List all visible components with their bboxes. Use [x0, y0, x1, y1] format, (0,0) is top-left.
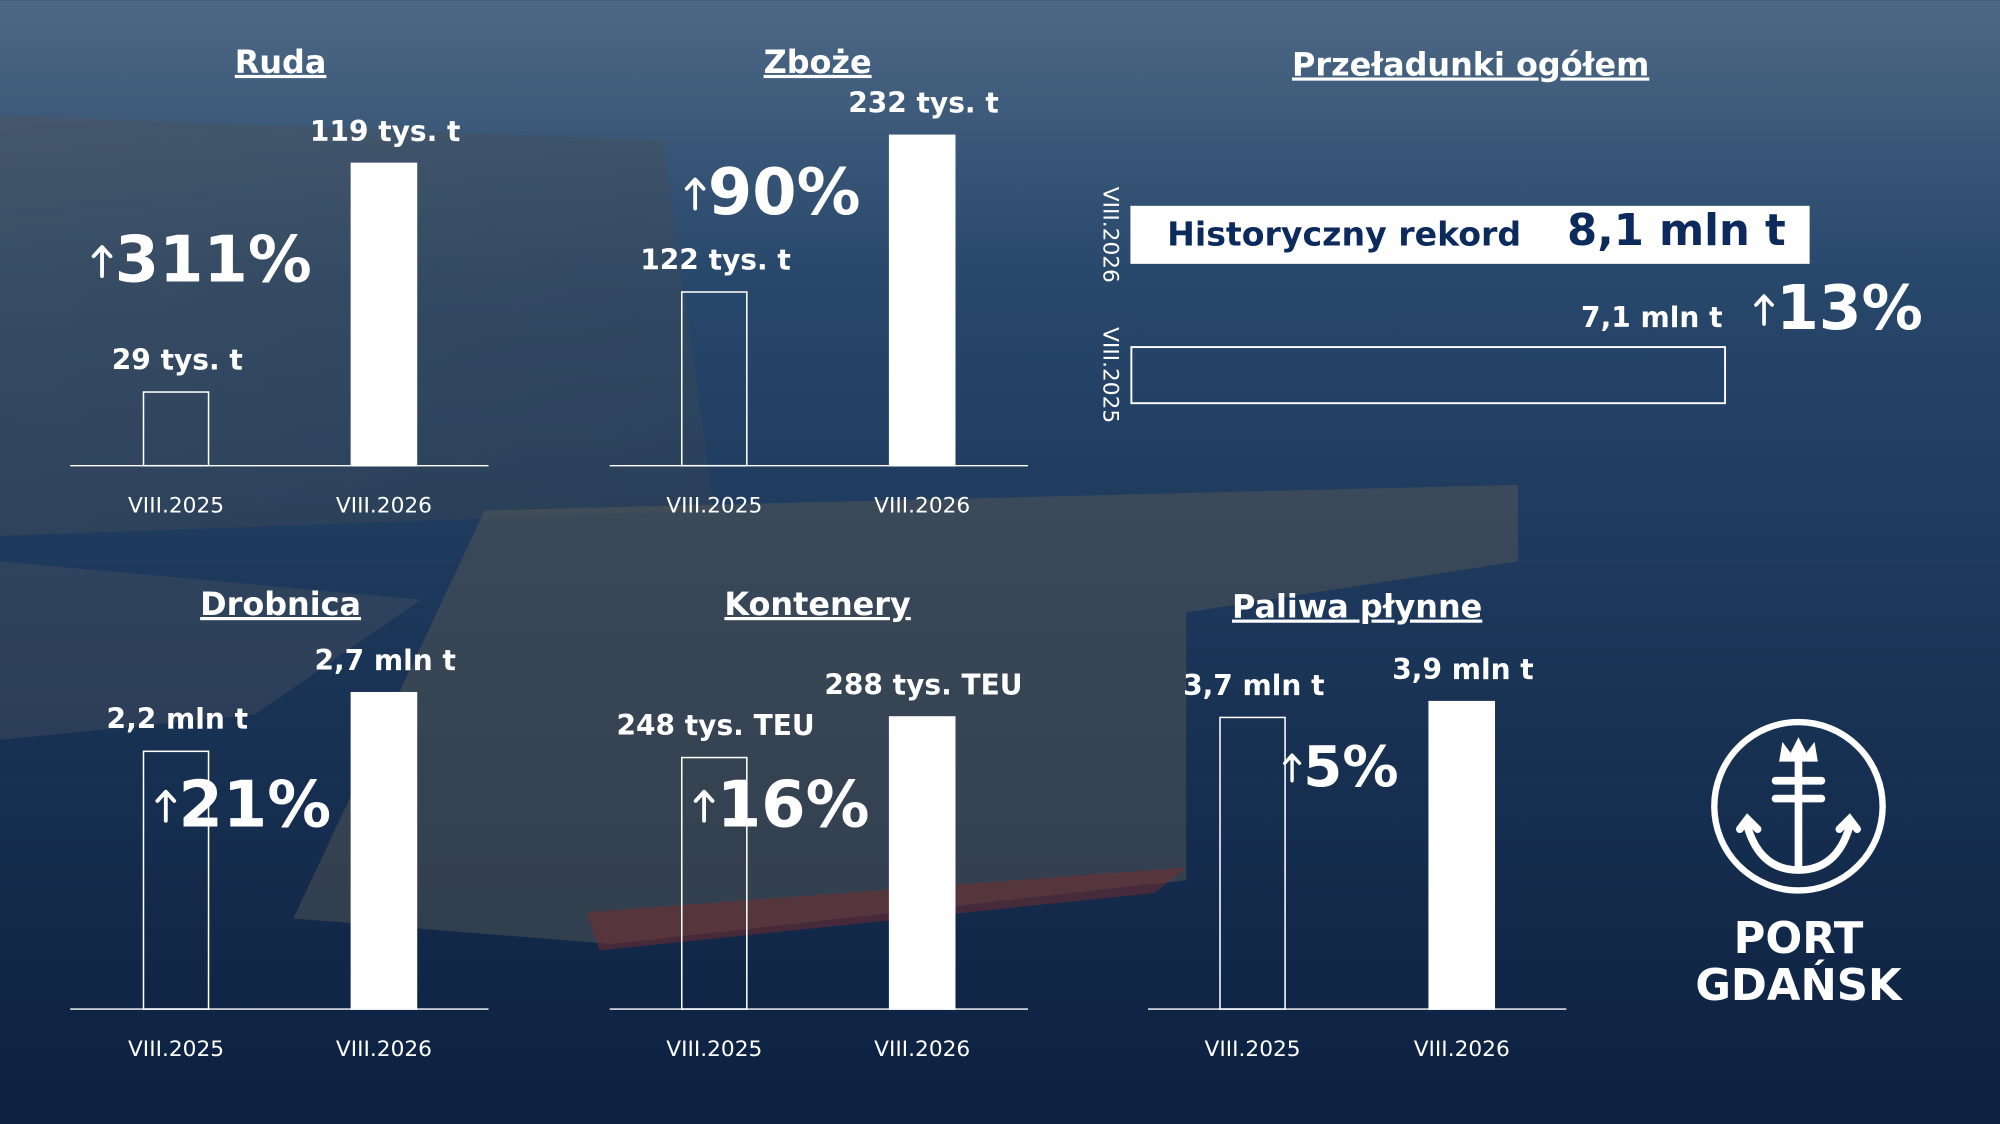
- bar: [1130, 346, 1727, 405]
- bar: [350, 691, 418, 1010]
- value-label: 3,7 mln t: [1183, 669, 1324, 702]
- category-label: VIII.2025: [666, 494, 762, 519]
- arrow-icon: [684, 177, 706, 211]
- bar: [350, 162, 418, 467]
- category-label: VIII.2026: [336, 1037, 432, 1062]
- chart-title: Drobnica: [200, 585, 361, 623]
- background-ship: [586, 867, 1187, 951]
- bar: [1130, 205, 1810, 264]
- annotation: Historyczny rekord: [1167, 215, 1521, 254]
- background-terminal: [293, 484, 1518, 945]
- category-label: VIII.2025: [128, 494, 224, 519]
- bar: [1219, 716, 1286, 1010]
- bar: [142, 391, 210, 467]
- value-label: 8,1 mln t: [1567, 206, 1786, 256]
- value-label: 7,1 mln t: [1581, 301, 1722, 334]
- chart-title: Przeładunki ogółem: [1292, 45, 1649, 83]
- category-label: VIII.2025: [1098, 327, 1123, 423]
- change-label: 16%: [717, 768, 870, 842]
- chart-title: Kontenery: [724, 585, 911, 623]
- value-label: 3,9 mln t: [1392, 653, 1533, 686]
- arrow-icon: [1282, 753, 1302, 783]
- category-label: VIII.2026: [874, 1037, 970, 1062]
- value-label: 29 tys. t: [112, 343, 243, 376]
- arrow-icon: [155, 789, 177, 823]
- arrow-icon: [91, 245, 113, 279]
- value-label: 119 tys. t: [310, 115, 461, 148]
- change-label: 311%: [115, 224, 312, 298]
- bar: [888, 716, 956, 1010]
- value-label: 2,7 mln t: [314, 644, 455, 677]
- category-label: VIII.2025: [128, 1037, 224, 1062]
- change-label: 21%: [179, 768, 332, 842]
- change-label: 5%: [1303, 735, 1398, 800]
- bar: [680, 756, 748, 1010]
- bar: [1428, 700, 1496, 1010]
- change-label: 90%: [708, 156, 861, 230]
- logo-circle: [1711, 718, 1886, 894]
- category-label: VIII.2026: [1414, 1037, 1510, 1062]
- bar: [888, 134, 956, 467]
- chart-title: Zboże: [764, 43, 872, 81]
- chart-title: Ruda: [235, 43, 327, 81]
- logo-text: PORT: [1734, 914, 1864, 964]
- arrow-icon: [693, 789, 715, 823]
- logo-text: GDAŃSK: [1695, 960, 1903, 1011]
- category-label: VIII.2026: [1098, 187, 1123, 283]
- category-label: VIII.2025: [666, 1037, 762, 1062]
- value-label: 248 tys. TEU: [616, 709, 814, 742]
- category-label: VIII.2025: [1205, 1037, 1301, 1062]
- value-label: 2,2 mln t: [107, 703, 248, 736]
- value-label: 232 tys. t: [848, 87, 999, 120]
- category-label: VIII.2026: [336, 494, 432, 519]
- value-label: 288 tys. TEU: [824, 668, 1022, 701]
- bar: [680, 291, 748, 467]
- category-label: VIII.2026: [874, 494, 970, 519]
- value-label: 122 tys. t: [640, 243, 791, 276]
- chart-title: Paliwa płynne: [1232, 588, 1482, 626]
- arrow-icon: [1754, 294, 1774, 326]
- logo: PORT GDAŃSK: [1695, 718, 1903, 1011]
- change-label: 13%: [1776, 273, 1923, 344]
- background-land: [0, 561, 421, 740]
- logo-anchor: [1735, 737, 1861, 874]
- bar: [142, 750, 210, 1010]
